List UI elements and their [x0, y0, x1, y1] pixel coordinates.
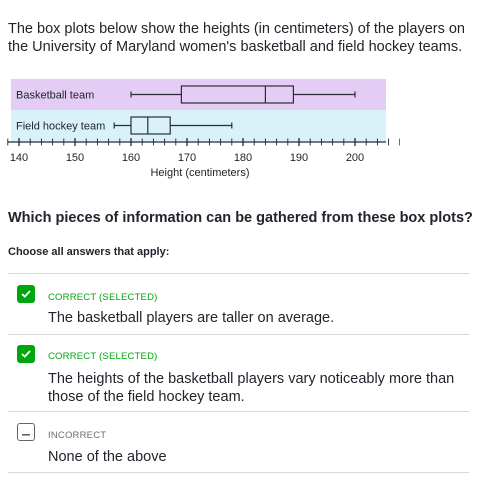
- checkmark-icon: [21, 345, 31, 363]
- tick-label: 200: [346, 152, 364, 164]
- choice-status: CORRECT (SELECTED): [48, 351, 158, 362]
- choice-text: The basketball players are taller on ave…: [48, 310, 335, 326]
- tick-label: 180: [234, 152, 252, 164]
- question-prompt: Which pieces of information can be gathe…: [8, 210, 473, 226]
- checkmark-icon: [21, 285, 31, 303]
- choice-text: None of the above: [48, 449, 167, 465]
- tick-label: 190: [290, 152, 308, 164]
- checkbox-checked[interactable]: [17, 345, 35, 363]
- series-label: Field hockey team: [16, 121, 105, 133]
- choice-text: The heights of the basketball players va…: [48, 371, 455, 405]
- choice-basketball-taller[interactable]: CORRECT (SELECTED) The basketball player…: [8, 274, 469, 334]
- checkbox-checked[interactable]: [17, 285, 35, 303]
- divider: [8, 334, 469, 335]
- divider: [8, 472, 469, 473]
- checkbox-unchecked[interactable]: [17, 423, 35, 441]
- choice-none-of-the-above[interactable]: INCORRECT None of the above: [8, 412, 469, 472]
- iqr-box: [180, 85, 294, 104]
- series-label: Basketball team: [16, 90, 94, 102]
- x-axis-label: Height (centimeters): [150, 167, 249, 179]
- box-plot-chart: Basketball team Field hockey team 140 150 1…: [7, 79, 400, 179]
- choice-status: CORRECT (SELECTED): [48, 292, 158, 303]
- tick-label: 140: [10, 152, 28, 164]
- iqr-box: [130, 116, 171, 135]
- divider: [8, 411, 469, 412]
- tick-label: 160: [122, 152, 140, 164]
- choice-basketball-vary-more[interactable]: CORRECT (SELECTED) The heights of the ba…: [8, 335, 469, 411]
- tick-label: 150: [66, 152, 84, 164]
- choose-all-instruction: Choose all answers that apply:: [8, 246, 170, 258]
- tick-label: 170: [178, 152, 196, 164]
- divider: [8, 273, 469, 274]
- minus-icon: [22, 423, 30, 441]
- question-text: The box plots below show the heights (in…: [8, 21, 465, 55]
- choice-status: INCORRECT: [48, 430, 107, 441]
